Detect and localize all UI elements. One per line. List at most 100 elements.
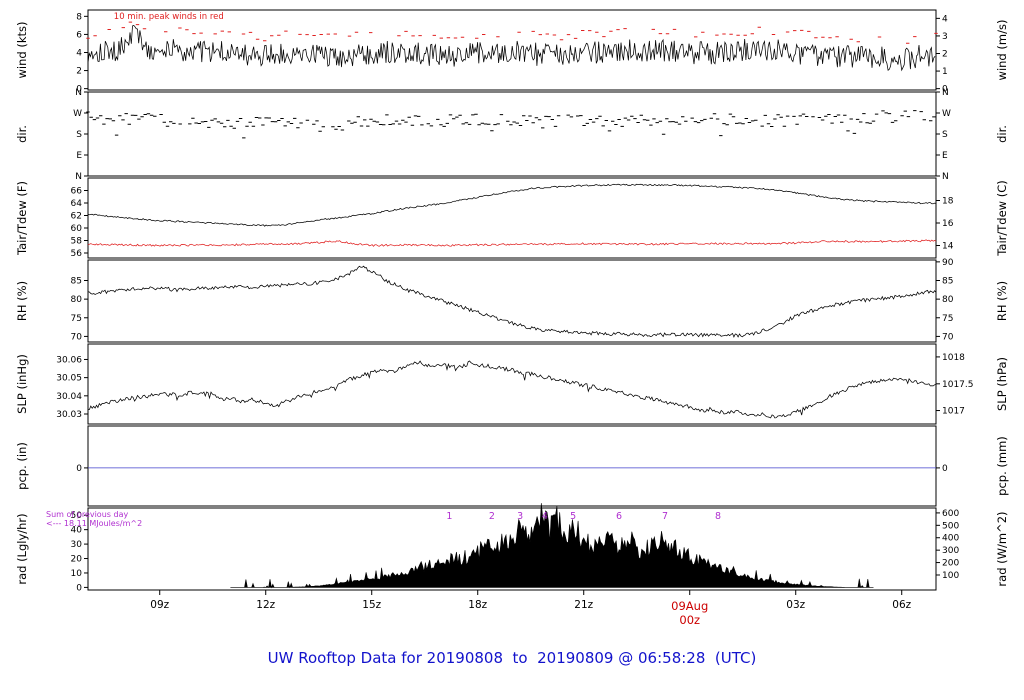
y-tick-label: 10: [71, 569, 83, 579]
y-tick-label: 600: [942, 509, 959, 519]
right-axis-title: RH (%): [995, 281, 1009, 321]
y-tick-label: 1018: [942, 353, 965, 363]
y-tick-label: E: [942, 151, 948, 161]
y-tick-label: 6: [76, 30, 82, 40]
left-axis-title: RH (%): [15, 281, 29, 321]
y-tick-label: W: [942, 109, 951, 119]
series-solar-rad: [230, 503, 874, 589]
right-axis-title: SLP (hPa): [995, 357, 1009, 411]
y-tick-label: 30.05: [56, 374, 82, 384]
y-tick-label: 70: [942, 332, 954, 342]
y-tick-label: 200: [942, 559, 959, 569]
right-axis-title: wind (m/s): [995, 20, 1009, 81]
y-tick-label: 18: [942, 197, 954, 207]
x-tick-label: 21z: [574, 599, 593, 611]
chart-title: UW Rooftop Data for 20190808 to 20190809…: [267, 649, 757, 667]
left-axis-title: rad (Lgly/hr): [15, 513, 29, 584]
y-tick-label: 30: [71, 540, 83, 550]
y-tick-label: S: [942, 130, 948, 140]
y-tick-label: 85: [942, 277, 953, 287]
y-tick-label: S: [76, 130, 82, 140]
left-axis-title: Tair/Tdew (F): [15, 181, 29, 256]
y-tick-label: 300: [942, 546, 959, 556]
rad-mj-mark: 4: [542, 511, 548, 522]
y-tick-label: 30.03: [56, 410, 82, 420]
y-tick-label: 2: [942, 49, 948, 59]
y-tick-label: 40: [71, 526, 83, 536]
y-tick-label: 66: [71, 187, 83, 197]
y-tick-label: 0: [76, 464, 82, 474]
rad-sum-note-line1: Sum of previous day: [46, 510, 128, 519]
y-tick-label: 0: [76, 85, 82, 95]
rad-mj-mark: 7: [662, 511, 668, 522]
panel-pcp: 0 0 pcp. (in) pcp. (mm): [15, 425, 1009, 507]
y-tick-label: 100: [942, 571, 959, 581]
x-tick-label-hour: 00z: [679, 613, 700, 627]
panel-tair-tdew: 56 58 60 62 64 66 14 16 18 Tair/Tdew (F) Tair/Tdew…: [15, 177, 1009, 259]
left-axis-title: SLP (inHg): [15, 354, 29, 414]
y-tick-label: 2: [76, 67, 82, 77]
y-tick-label: 30.06: [56, 355, 82, 365]
y-tick-label: 62: [71, 212, 82, 222]
y-tick-label: 85: [71, 277, 82, 287]
rad-mj-mark: 3: [517, 511, 523, 522]
y-tick-label: 8: [76, 12, 82, 22]
y-tick-label: 1: [942, 67, 948, 77]
x-tick-label: 12z: [256, 599, 275, 611]
series-wind-peak-10min: [86, 21, 938, 44]
series-tdew: [87, 239, 937, 247]
y-tick-label: 0: [942, 464, 948, 474]
y-tick-label: 20: [71, 555, 83, 565]
y-tick-label: 30.04: [56, 392, 82, 402]
rad-mj-mark: 8: [715, 511, 721, 522]
y-tick-label: 500: [942, 521, 959, 531]
y-tick-label: E: [76, 151, 82, 161]
x-tick-label: 06z: [892, 599, 911, 611]
y-tick-label: 64: [71, 199, 83, 209]
series-slp: [87, 360, 937, 419]
panel-rh: 70 75 80 85 70 75 80 85 90 RH (%) RH (%): [15, 258, 1009, 343]
rad-mj-mark: 2: [489, 511, 495, 522]
y-tick-label: 50: [71, 511, 83, 521]
x-tick-label: 09z: [150, 599, 169, 611]
y-tick-label: 56: [71, 249, 83, 259]
y-tick-label: 1017: [942, 407, 965, 417]
series-wind-speed: [87, 24, 936, 72]
y-tick-label: 400: [942, 534, 959, 544]
x-tick-label: 03z: [786, 599, 805, 611]
left-axis-title: wind (kts): [15, 22, 29, 79]
x-tick-label-date: 09Aug: [671, 599, 708, 613]
x-tick-label: 15z: [362, 599, 381, 611]
y-tick-label: 3: [942, 32, 948, 42]
y-tick-label: N: [75, 172, 82, 182]
right-axis-title: rad (W/m^2): [995, 511, 1009, 586]
y-tick-label: 70: [71, 332, 83, 342]
y-tick-label: 80: [942, 295, 954, 305]
left-axis-title: pcp. (in): [15, 442, 29, 490]
left-axis-title: dir.: [15, 125, 29, 143]
series-wind-direction: [86, 110, 936, 139]
y-tick-label: 75: [942, 314, 953, 324]
y-tick-label: W: [73, 109, 82, 119]
series-tair: [87, 183, 937, 227]
x-tick-label: 18z: [468, 599, 487, 611]
rad-sum-note-line2: <--- 18.11 MJoules/m^2: [46, 519, 142, 528]
y-tick-label: N: [942, 172, 949, 182]
y-tick-label: 4: [76, 48, 82, 58]
y-tick-label: 1017.5: [942, 380, 974, 390]
y-tick-label: 60: [71, 224, 83, 234]
wind-peak-note: 10 min. peak winds in red: [114, 12, 224, 22]
rad-mj-mark: 5: [570, 511, 576, 522]
panel-slp: 30.03 30.04 30.05 30.06 1017 1017.5 1018 SLP (i…: [15, 343, 1009, 425]
y-tick-label: 90: [942, 258, 954, 268]
panel-wind: 0 2 4 6 8 0 1 2 3 4 wind (kts) wind (m/s) 10 min. pe…: [15, 9, 1009, 95]
rad-mj-mark: 1: [446, 511, 452, 522]
y-tick-label: N: [942, 88, 949, 98]
y-tick-label: 58: [71, 237, 83, 247]
rad-mj-mark: 6: [616, 511, 622, 522]
y-tick-label: 4: [942, 14, 948, 24]
right-axis-title: Tair/Tdew (C): [995, 180, 1009, 256]
